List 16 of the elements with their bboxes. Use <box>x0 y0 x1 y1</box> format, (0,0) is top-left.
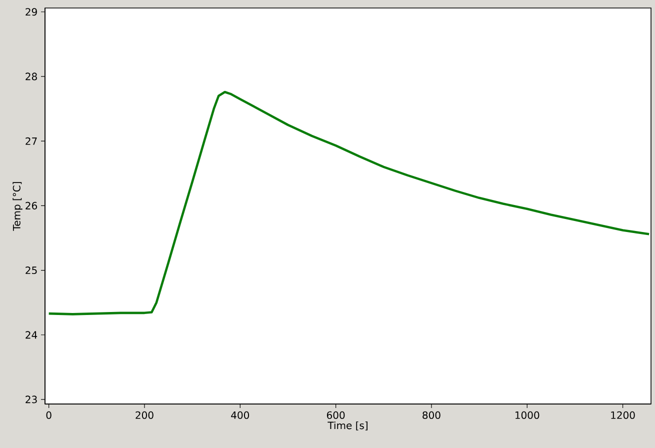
y-tick-label: 24 <box>26 331 38 339</box>
x-tick-label: 800 <box>422 411 440 419</box>
y-tick-label: 28 <box>26 72 37 80</box>
y-tick-label: 27 <box>26 137 37 145</box>
y-tick-label: 25 <box>26 266 37 274</box>
x-tick-label: 1200 <box>611 411 635 419</box>
x-axis-title: Time [s] <box>328 421 368 430</box>
y-tick-label: 29 <box>26 8 37 16</box>
x-tick-label: 200 <box>136 411 154 419</box>
y-axis-title: Temp [°C] <box>12 182 22 231</box>
x-tick-label: 400 <box>231 411 250 419</box>
y-tick-label: 23 <box>26 396 37 404</box>
x-tick-label: 0 <box>46 411 52 419</box>
y-tick-label: 26 <box>26 202 38 210</box>
x-tick-label: 600 <box>326 411 345 419</box>
x-tick-label: 1000 <box>516 411 540 419</box>
